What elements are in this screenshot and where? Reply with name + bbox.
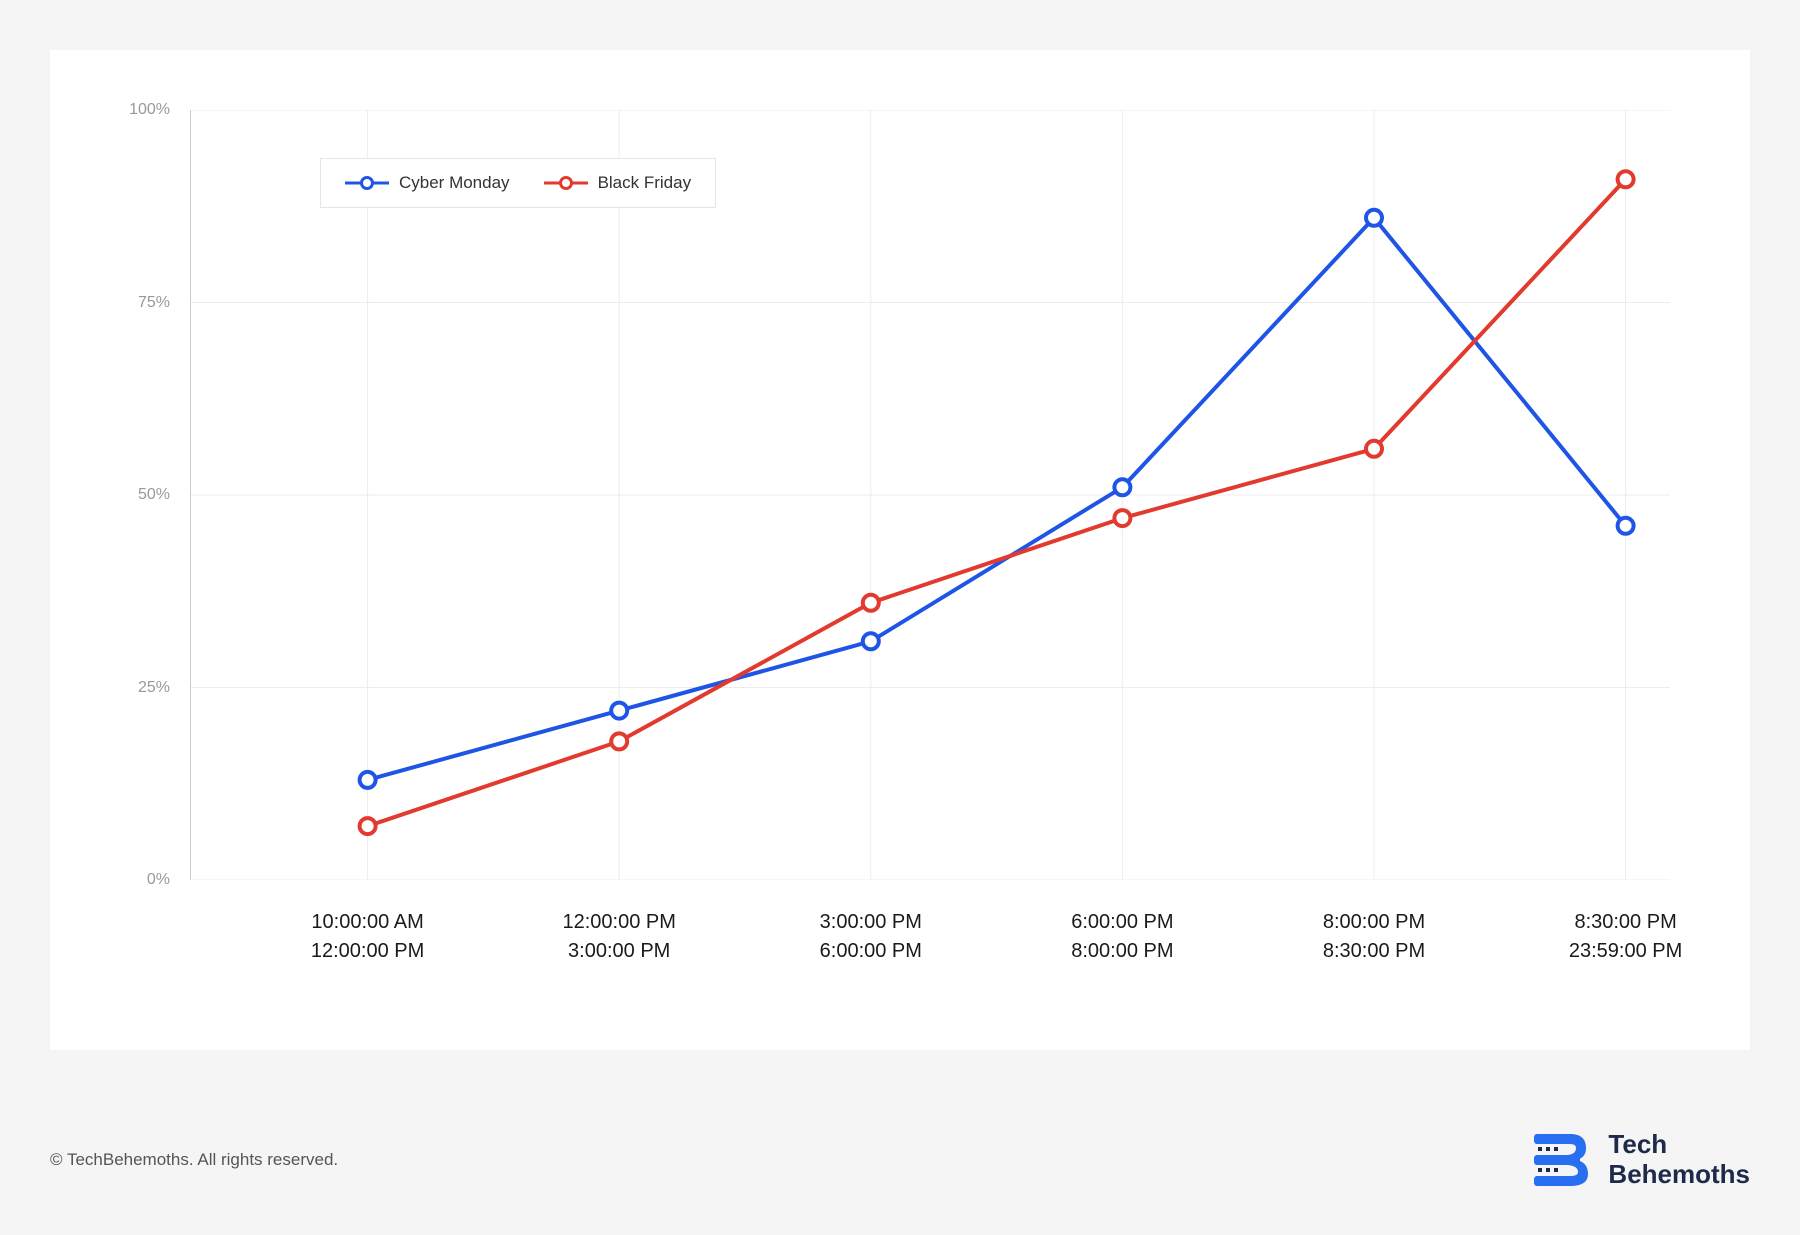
brand-logo-icon (1528, 1128, 1592, 1192)
plot-area: Cyber Monday Black Friday (190, 110, 1670, 880)
legend-swatch-icon (544, 175, 588, 191)
brand-text: Tech Behemoths (1608, 1130, 1750, 1190)
x-tick-label: 8:30:00 PM23:59:00 PM (1569, 908, 1682, 966)
x-tick-label: 12:00:00 PM3:00:00 PM (562, 908, 675, 966)
legend: Cyber Monday Black Friday (320, 158, 716, 208)
chart-svg (190, 110, 1670, 880)
chart-area: 0% 25% 50% 75% 100% Cyber Monday Black Frida… (110, 90, 1690, 1000)
brand: Tech Behemoths (1528, 1128, 1750, 1192)
footer: © TechBehemoths. All rights reserved. (50, 1115, 1750, 1205)
y-tick-label: 50% (138, 486, 170, 504)
y-tick-label: 0% (147, 871, 170, 889)
legend-label: Black Friday (598, 173, 692, 193)
x-tick-label: 6:00:00 PM8:00:00 PM (1071, 908, 1173, 966)
legend-swatch-icon (345, 175, 389, 191)
y-tick-label: 100% (129, 101, 170, 119)
y-tick-label: 75% (138, 294, 170, 312)
x-tick-label: 8:00:00 PM8:30:00 PM (1323, 908, 1425, 966)
copyright-text: © TechBehemoths. All rights reserved. (50, 1150, 338, 1170)
brand-line1: Tech (1608, 1130, 1750, 1160)
brand-line2: Behemoths (1608, 1160, 1750, 1190)
legend-item: Cyber Monday (345, 173, 510, 193)
legend-label: Cyber Monday (399, 173, 510, 193)
x-tick-label: 10:00:00 AM12:00:00 PM (311, 908, 424, 966)
chart-card: 0% 25% 50% 75% 100% Cyber Monday Black Frida… (50, 50, 1750, 1050)
x-axis: 10:00:00 AM12:00:00 PM 12:00:00 PM3:00:00… (190, 890, 1670, 1000)
legend-item: Black Friday (544, 173, 692, 193)
y-axis: 0%25%50%75%100% (110, 110, 180, 880)
y-tick-label: 25% (138, 679, 170, 697)
x-tick-label: 3:00:00 PM6:00:00 PM (820, 908, 922, 966)
